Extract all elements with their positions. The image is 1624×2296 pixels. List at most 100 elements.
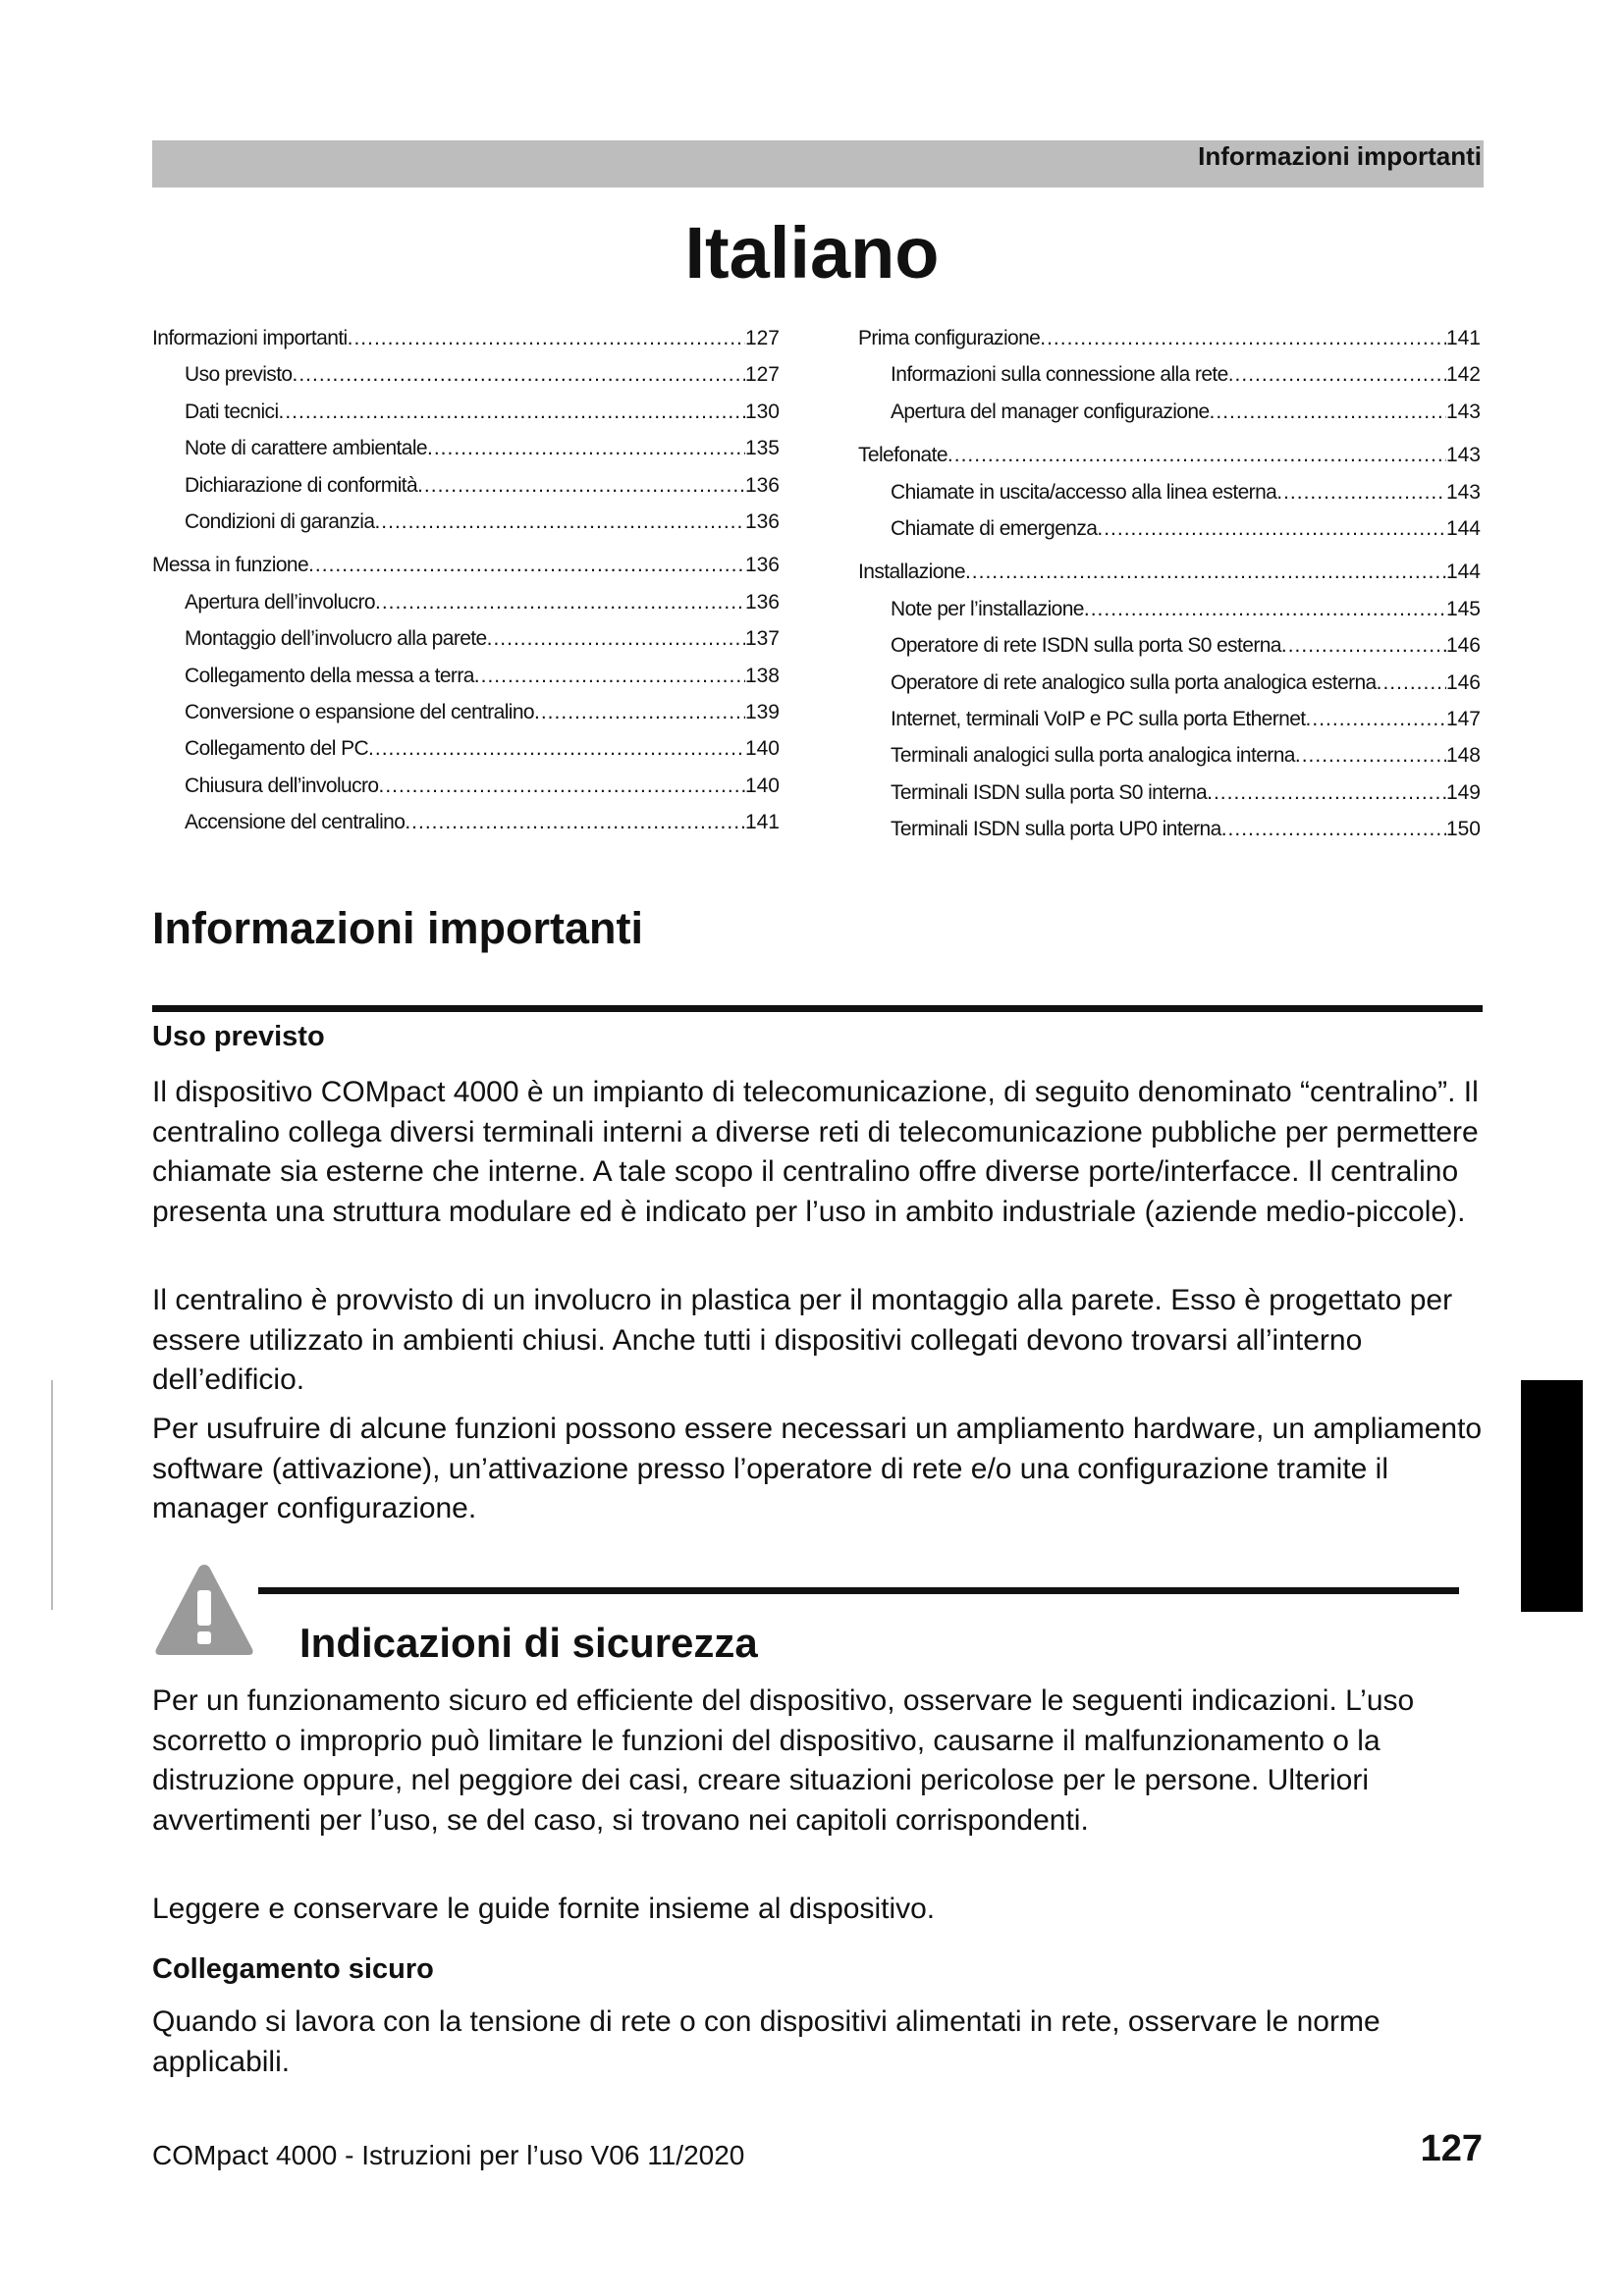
toc-leader-dots [293, 356, 745, 393]
toc-entry-page: 139 [744, 700, 780, 723]
toc-entry-page: 141 [744, 811, 780, 834]
chapter-thumb-tab [1521, 1380, 1583, 1612]
toc-leader-dots [1097, 510, 1446, 547]
toc-entry-page: 146 [1445, 670, 1481, 694]
toc-entry[interactable]: Condizioni di garanzia 136 [152, 504, 780, 540]
toc-entry-label: Uso previsto [185, 363, 293, 387]
toc-entry-page: 147 [1445, 707, 1481, 730]
toc-entry[interactable]: Internet, terminali VoIP e PC sulla port… [858, 701, 1481, 737]
toc-entry[interactable]: Collegamento della messa a terra 138 [152, 658, 780, 694]
toc-entry[interactable]: Dati tecnici 130 [152, 394, 780, 430]
page-title: Italiano [684, 212, 940, 294]
toc-entry[interactable]: Terminali analogici sulla porta analogic… [858, 737, 1481, 774]
toc-entry[interactable]: Messa in funzione 136 [152, 547, 780, 583]
toc-leader-dots [378, 768, 744, 804]
toc-leader-dots [368, 730, 745, 767]
toc-entry-label: Condizioni di garanzia [185, 509, 375, 533]
paragraph: Leggere e conservare le guide fornite in… [152, 1893, 936, 1925]
toc-entry[interactable]: Conversione o espansione del centralino 1… [152, 694, 780, 730]
toc-entry-label: Collegamento della messa a terra [185, 664, 474, 687]
toc-entry-label: Dichiarazione di conformità [185, 473, 418, 497]
paragraph: Per un funzionamento sicuro ed efficient… [152, 1684, 1415, 1837]
toc-entry[interactable]: Informazioni importanti 127 [152, 320, 780, 356]
toc-entry[interactable]: Chiamate di emergenza 144 [858, 510, 1481, 547]
toc-entry[interactable]: Dichiarazione di conformità 136 [152, 467, 780, 504]
toc-entry-page: 149 [1445, 780, 1481, 804]
toc-entry-page: 145 [1445, 597, 1481, 620]
toc-leader-dots [1084, 591, 1446, 627]
toc-entry-label: Apertura dell’involucro [185, 590, 376, 614]
toc-entry[interactable]: Telefonate 143 [858, 437, 1481, 473]
toc-leader-dots [375, 584, 745, 620]
toc-entry[interactable]: Terminali ISDN sulla porta S0 interna 149 [858, 774, 1481, 811]
toc-entry[interactable]: Installazione 144 [858, 554, 1481, 590]
toc-entry[interactable]: Montaggio dell’involucro alla parete 137 [152, 620, 780, 657]
toc-entry[interactable]: Operatore di rete analogico sulla porta … [858, 665, 1481, 701]
toc-entry[interactable]: Terminali ISDN sulla porta UP0 interna 15… [858, 811, 1481, 847]
toc-entry-label: Apertura del manager configurazione [891, 400, 1210, 423]
toc-entry-label: Installazione [858, 561, 966, 584]
toc-entry[interactable]: Chiamate in uscita/accesso alla linea es… [858, 474, 1481, 510]
toc-left-column: Informazioni importanti 127 Uso previsto 12… [152, 320, 780, 840]
margin-line [51, 1380, 53, 1610]
toc-entry-page: 144 [1445, 516, 1481, 540]
toc-entry-label: Chiusura dell’involucro [185, 774, 379, 797]
toc-leader-dots [1295, 737, 1446, 774]
toc-entry-label: Operatore di rete ISDN sulla porta S0 es… [891, 634, 1281, 658]
toc-entry-label: Prima configurazione [858, 327, 1041, 349]
toc-entry[interactable]: Collegamento del PC 140 [152, 730, 780, 767]
toc-leader-dots [308, 547, 745, 583]
toc-entry[interactable]: Prima configurazione 141 [858, 320, 1481, 356]
toc-entry-label: Chiamate in uscita/accesso alla linea es… [891, 480, 1277, 504]
toc-entry-page: 142 [1445, 363, 1481, 387]
toc-entry-label: Messa in funzione [152, 554, 309, 577]
toc-entry-page: 144 [1445, 561, 1481, 584]
toc-entry[interactable]: Operatore di rete ISDN sulla porta S0 es… [858, 627, 1481, 664]
toc-entry[interactable]: Note per l’installazione 145 [858, 591, 1481, 627]
running-header-bar: Informazioni importanti [152, 140, 1484, 187]
toc-leader-dots [417, 467, 745, 504]
toc-leader-dots [348, 320, 745, 356]
toc-entry-page: 127 [744, 327, 780, 349]
toc-entry-label: Chiamate di emergenza [891, 516, 1098, 540]
warning-triangle-icon [155, 1565, 253, 1655]
toc-leader-dots [374, 504, 745, 540]
toc-entry-label: Montaggio dell’involucro alla parete [185, 627, 487, 651]
toc-entry-label: Terminali ISDN sulla porta UP0 interna [891, 818, 1221, 841]
toc-entry-label: Informazioni importanti [152, 327, 348, 349]
toc-entry-label: Operatore di rete analogico sulla porta … [891, 670, 1377, 694]
toc-entry-page: 136 [744, 509, 780, 533]
toc-entry-page: 143 [1445, 444, 1481, 467]
paragraph: Il centralino è provvisto di un involucr… [152, 1284, 1453, 1396]
toc-entry-label: Collegamento del PC [185, 737, 369, 761]
toc-entry[interactable]: Apertura del manager configurazione 143 [858, 394, 1481, 430]
toc-entry[interactable]: Uso previsto 127 [152, 356, 780, 393]
toc-leader-dots [1377, 665, 1446, 701]
toc-entry-label: Telefonate [858, 444, 948, 467]
toc-entry-label: Dati tecnici [185, 400, 279, 423]
toc-entry[interactable]: Note di carattere ambientale 135 [152, 430, 780, 466]
toc-entry-page: 130 [744, 400, 780, 423]
toc-leader-dots [405, 804, 745, 840]
toc-entry-page: 136 [744, 554, 780, 577]
section-rule [152, 1005, 1483, 1012]
toc-entry-label: Informazioni sulla connessione alla rete [891, 363, 1228, 387]
toc-entry-page: 140 [744, 774, 780, 797]
toc-entry[interactable]: Accensione del centralino 141 [152, 804, 780, 840]
toc-leader-dots [1210, 394, 1446, 430]
toc-entry-page: 140 [744, 737, 780, 761]
toc-entry[interactable]: Informazioni sulla connessione alla rete… [858, 356, 1481, 393]
toc-entry-page: 136 [744, 473, 780, 497]
section-rule [258, 1587, 1459, 1594]
toc-entry[interactable]: Chiusura dell’involucro 140 [152, 768, 780, 804]
toc-entry-page: 135 [744, 437, 780, 460]
toc-leader-dots [1276, 474, 1446, 510]
running-header-title: Informazioni importanti [1198, 141, 1482, 171]
subsection-heading-uso-previsto: Uso previsto [152, 1021, 325, 1052]
toc-entry-label: Accensione del centralino [185, 811, 406, 834]
toc-entry-label: Terminali analogici sulla porta analogic… [891, 744, 1295, 768]
subsection-heading-collegamento-sicuro: Collegamento sicuro [152, 1953, 434, 1985]
footer-text: COMpact 4000 - Istruzioni per l’uso V06 … [152, 2140, 745, 2170]
toc-entry[interactable]: Apertura dell’involucro 136 [152, 584, 780, 620]
page-number: 127 [1420, 2128, 1483, 2169]
